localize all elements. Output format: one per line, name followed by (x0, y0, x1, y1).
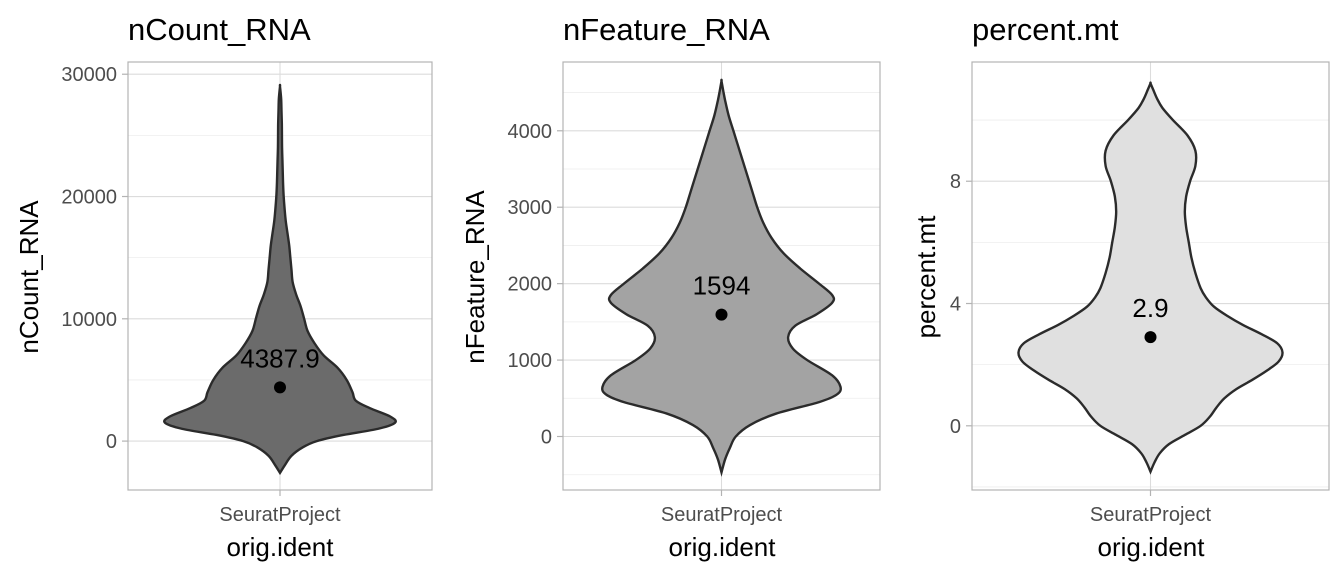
summary-value-label: 1594 (693, 271, 751, 301)
summary-point (1144, 331, 1157, 344)
summary-point (274, 381, 286, 394)
plot-area: 0 4 8 SeuratProject 2.9 (950, 61, 1330, 526)
y-tick-label: 0 (106, 431, 117, 453)
y-tick-label: 10000 (61, 309, 117, 331)
summary-value-label: 4387.9 (240, 343, 320, 373)
x-tick-label: SeuratProject (1090, 504, 1212, 526)
panel-title: nFeature_RNA (563, 12, 770, 47)
panel-title: percent.mt (972, 12, 1119, 47)
y-tick-label: 20000 (61, 187, 117, 209)
panel-ncount-rna: 0 10000 20000 30000 SeuratProject 4387.9 nCou… (14, 12, 433, 562)
violin-shape (601, 78, 842, 477)
summary-point (715, 308, 728, 321)
y-axis-title: percent.mt (911, 215, 941, 339)
y-tick-label: 4 (950, 294, 961, 316)
y-axis-title: nFeature_RNA (460, 190, 490, 364)
y-tick-label: 30000 (61, 64, 117, 86)
violin-shape (163, 83, 397, 476)
y-tick-label: 3000 (508, 197, 553, 219)
x-axis-title: orig.ident (227, 532, 335, 562)
summary-value-label: 2.9 (1132, 293, 1168, 323)
y-tick-label: 0 (541, 427, 552, 449)
y-tick-label: 2000 (508, 274, 553, 296)
y-tick-label: 0 (950, 416, 961, 438)
violin-shape (1017, 81, 1284, 475)
plot-area: 0 1000 2000 3000 4000 SeuratProject 1594 (508, 61, 881, 526)
y-axis-title: nCount_RNA (14, 200, 44, 354)
x-tick-label: SeuratProject (219, 504, 341, 526)
panel-title: nCount_RNA (128, 12, 311, 47)
panel-nfeature-rna: 0 1000 2000 3000 4000 SeuratProject 1594 nFeat… (460, 12, 881, 562)
plot-area: 0 10000 20000 30000 SeuratProject 4387.9 (61, 61, 433, 526)
x-axis-title: orig.ident (1098, 532, 1206, 562)
y-tick-label: 4000 (508, 121, 553, 143)
panel-percent-mt: 0 4 8 SeuratProject 2.9 percent.mt percent.m… (911, 12, 1330, 562)
y-tick-label: 1000 (508, 350, 553, 372)
x-axis-title: orig.ident (669, 532, 777, 562)
y-tick-label: 8 (950, 171, 961, 193)
x-tick-label: SeuratProject (661, 504, 783, 526)
